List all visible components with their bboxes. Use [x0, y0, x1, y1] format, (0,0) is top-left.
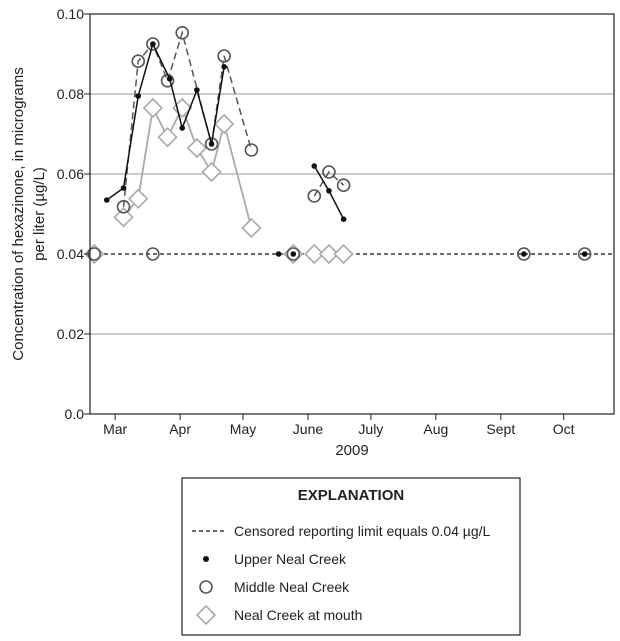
legend-upper-label: Upper Neal Creek: [234, 551, 347, 567]
x-tick-label: Apr: [169, 421, 191, 437]
legend-middle-label: Middle Neal Creek: [234, 579, 350, 595]
series-line-middle: [313, 170, 345, 197]
x-axis-title: 2009: [335, 442, 368, 459]
x-tick-label: Aug: [423, 421, 448, 437]
censored-point-middle: [517, 247, 531, 261]
y-tick-label: 0.10: [57, 6, 84, 22]
point-upper: [208, 141, 215, 147]
point-middle: [336, 178, 351, 192]
y-tick-label: 0.08: [57, 86, 84, 102]
legend-reference-label: Censored reporting limit equals 0.04 µg/…: [234, 523, 491, 539]
censored-point-middle: [286, 247, 301, 261]
point-upper: [179, 125, 186, 131]
point-upper: [311, 163, 318, 169]
point-mouth: [241, 217, 262, 239]
x-tick-label: Mar: [103, 421, 127, 437]
y-tick-label: 0.04: [57, 246, 84, 262]
legend-upper-marker: [203, 556, 209, 562]
point-mouth: [142, 97, 164, 119]
legend: EXPLANATION Censored reporting limit equ…: [181, 477, 521, 636]
x-tick-label: July: [358, 421, 383, 437]
censored-point-upper: [581, 251, 588, 257]
censored-point-mouth: [304, 243, 325, 265]
y-tick-label: 0.0: [65, 406, 85, 422]
point-mouth: [201, 161, 222, 183]
x-tick-label: June: [293, 421, 324, 437]
censored-point-upper: [275, 251, 282, 257]
y-tick-label: 0.02: [57, 326, 84, 342]
legend-mouth-marker: [195, 604, 217, 626]
point-upper: [120, 185, 127, 191]
point-upper: [103, 197, 110, 203]
point-middle: [217, 49, 231, 63]
point-middle: [175, 25, 190, 40]
point-mouth: [157, 127, 178, 148]
censored-point-upper: [290, 251, 297, 257]
y-axis-title-line1: Concentration of hexazinone, in microgra…: [10, 67, 27, 360]
point-upper: [194, 87, 200, 93]
point-upper: [221, 64, 227, 70]
y-tick-label: 0.06: [57, 166, 84, 182]
point-mouth: [113, 207, 134, 228]
censored-point-upper: [521, 251, 527, 257]
x-tick-label: Oct: [553, 421, 575, 437]
point-mouth: [214, 113, 235, 135]
legend-mouth-label: Neal Creek at mouth: [234, 607, 362, 623]
series-layer: [84, 25, 592, 265]
point-middle: [307, 189, 322, 203]
point-upper: [135, 93, 142, 99]
x-tick-label: May: [230, 421, 256, 437]
point-upper: [166, 76, 173, 82]
point-middle: [204, 137, 219, 151]
point-middle: [146, 37, 160, 51]
legend-middle-marker: [199, 580, 213, 594]
gridlines: [90, 93, 614, 335]
y-axis-title-line2: per liter (µg/L): [31, 167, 48, 261]
legend-box: [181, 477, 521, 636]
series-line-middle: [122, 30, 253, 207]
point-middle: [244, 143, 259, 157]
x-tick-label: Sept: [486, 421, 515, 437]
point-mouth: [128, 188, 149, 209]
censored-point-middle: [577, 247, 592, 261]
censored-point-mouth: [318, 243, 340, 265]
point-middle: [116, 200, 131, 214]
point-upper: [340, 216, 347, 222]
plot-frame: [89, 13, 615, 415]
point-mouth: [186, 137, 208, 159]
axis-ticks: 0.0 0.02 0.04 0.06 0.08 0.10 Mar Apr May June July…: [57, 6, 575, 437]
point-middle: [322, 165, 336, 179]
censored-point-middle: [146, 247, 160, 261]
point-upper: [150, 41, 156, 47]
point-upper: [326, 188, 332, 194]
legend-title: EXPLANATION: [298, 487, 404, 504]
censored-point-mouth: [333, 243, 354, 265]
point-middle: [131, 54, 146, 69]
